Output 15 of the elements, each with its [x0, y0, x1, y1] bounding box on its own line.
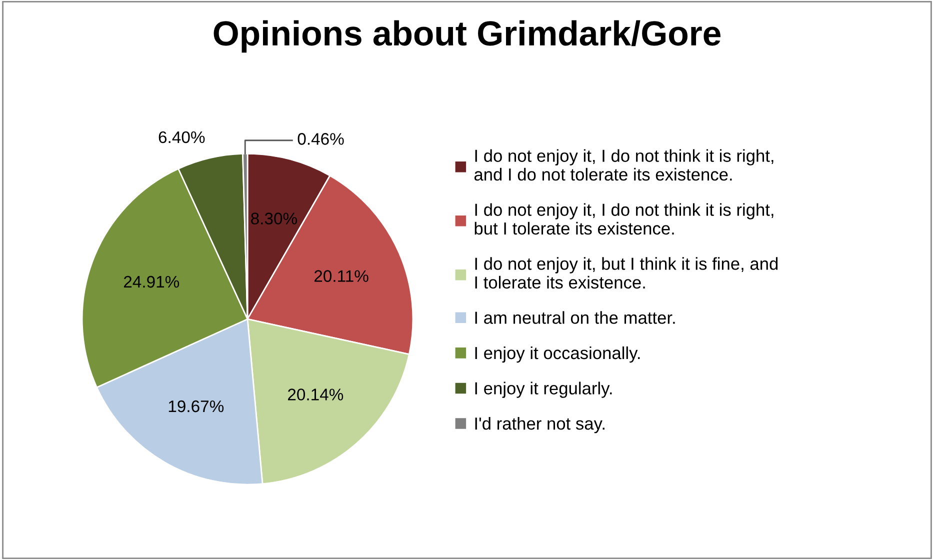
- legend-label: I enjoy it regularly.: [475, 382, 612, 398]
- data-label: 0.46%: [298, 133, 344, 145]
- legend-label: I do not enjoy it, but I think it is fine, and I tolerate its existence.: [475, 257, 778, 289]
- data-label: 24.91%: [124, 276, 180, 288]
- data-label: 20.14%: [288, 388, 344, 400]
- chart-title: Opinions about Grimdark/Gore: [214, 20, 720, 53]
- data-label: 8.30%: [251, 212, 297, 224]
- data-label: 20.11%: [314, 270, 368, 282]
- legend-label: I am neutral on the matter.: [475, 311, 675, 324]
- legend-label: I do not enjoy it, I do not think it is right, and I do not tolerate its existence.: [474, 149, 774, 181]
- data-label: 19.67%: [168, 400, 224, 412]
- legend-label: I do not enjoy it, I do not think it is right, but I tolerate its existence.: [474, 203, 774, 235]
- data-label: 6.40%: [158, 131, 205, 144]
- legend-label: I'd rather not say.: [475, 417, 604, 434]
- legend-label: I enjoy it occasionally.: [475, 346, 640, 363]
